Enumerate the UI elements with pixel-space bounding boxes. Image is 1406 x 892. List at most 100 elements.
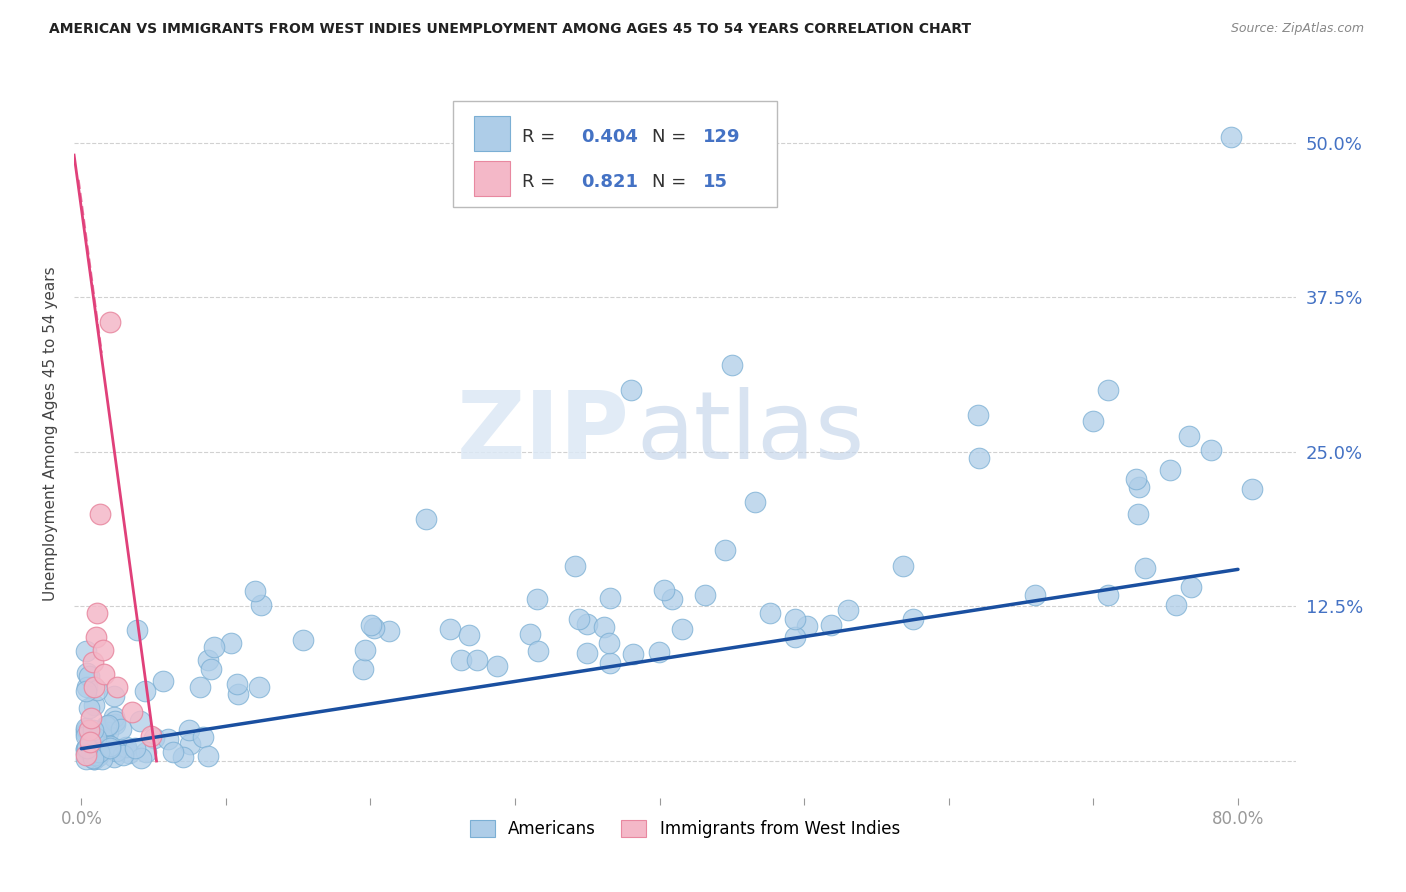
Text: Source: ZipAtlas.com: Source: ZipAtlas.com [1230, 22, 1364, 36]
Point [969, 451, 991, 466]
Point [96, 720, 118, 734]
Point [91, 642, 114, 657]
Point [84, 631, 107, 645]
Point [1128, 480, 1150, 494]
Point [75, 742, 97, 756]
Point [75, 721, 97, 735]
Point [134, 683, 156, 698]
Point [197, 652, 219, 666]
Point [783, 612, 806, 626]
Point [1128, 507, 1150, 521]
Text: R =: R = [523, 128, 561, 145]
Point [75, 747, 97, 762]
Point [796, 619, 818, 633]
Point [76, 665, 98, 680]
Point [104, 714, 127, 728]
Point [77, 701, 100, 715]
Point [98, 741, 121, 756]
Point [526, 592, 548, 607]
Text: N =: N = [652, 128, 692, 145]
Point [83, 748, 105, 763]
Point [143, 731, 166, 746]
Point [360, 618, 382, 632]
Point [519, 627, 541, 641]
Point [191, 731, 214, 745]
Point [82, 751, 104, 765]
Point [114, 740, 136, 755]
Point [77, 739, 100, 754]
Point [598, 636, 620, 650]
Point [647, 645, 669, 659]
Point [98, 739, 121, 753]
Point [1083, 414, 1105, 428]
Point [621, 647, 644, 661]
Point [671, 622, 693, 636]
Point [465, 653, 488, 667]
Point [80, 711, 103, 725]
Point [124, 741, 146, 756]
Point [118, 746, 141, 760]
Text: atlas: atlas [636, 387, 865, 479]
Point [200, 662, 222, 676]
Point [87, 749, 110, 764]
Point [97, 717, 120, 731]
Point [1166, 598, 1188, 612]
Point [79, 735, 101, 749]
Point [86, 606, 108, 620]
Point [1097, 588, 1119, 602]
Point [1097, 383, 1119, 397]
Point [1180, 580, 1202, 594]
Point [966, 408, 988, 422]
Bar [474, 115, 510, 151]
Text: ZIP: ZIP [457, 387, 630, 479]
Point [77, 743, 100, 757]
Point [103, 716, 125, 731]
Point [104, 744, 127, 758]
Point [152, 674, 174, 689]
Point [82, 655, 104, 669]
Text: AMERICAN VS IMMIGRANTS FROM WEST INDIES UNEMPLOYMENT AMONG AGES 45 TO 54 YEARS C: AMERICAN VS IMMIGRANTS FROM WEST INDIES … [49, 22, 972, 37]
Point [83, 746, 105, 760]
Point [652, 583, 675, 598]
Text: 0.404: 0.404 [581, 128, 638, 145]
Point [135, 745, 157, 759]
Point [97, 725, 120, 739]
Point [82, 723, 104, 737]
Point [891, 558, 914, 573]
Point [1125, 472, 1147, 486]
Point [94, 719, 117, 733]
Text: N =: N = [652, 173, 692, 191]
Point [225, 677, 247, 691]
Point [202, 640, 225, 654]
Point [77, 723, 100, 738]
Point [177, 723, 200, 737]
Point [593, 620, 616, 634]
Point [1133, 561, 1156, 575]
Point [714, 543, 737, 558]
Point [661, 592, 683, 607]
Point [179, 737, 201, 751]
Point [527, 644, 550, 658]
Point [83, 680, 105, 694]
Point [76, 741, 98, 756]
Point [243, 584, 266, 599]
Point [415, 512, 437, 526]
Point [110, 722, 132, 736]
Point [247, 680, 270, 694]
Point [197, 749, 219, 764]
Point [93, 667, 115, 681]
Text: 129: 129 [703, 128, 741, 145]
Point [599, 656, 621, 670]
FancyBboxPatch shape [453, 102, 776, 207]
Point [76, 740, 98, 755]
Point [363, 621, 385, 635]
Point [377, 624, 399, 638]
Point [439, 622, 461, 636]
Point [1199, 443, 1222, 458]
Point [172, 750, 194, 764]
Point [76, 680, 98, 694]
Text: 15: 15 [703, 173, 728, 191]
Text: R =: R = [523, 173, 561, 191]
Point [139, 729, 162, 743]
Point [250, 598, 273, 612]
